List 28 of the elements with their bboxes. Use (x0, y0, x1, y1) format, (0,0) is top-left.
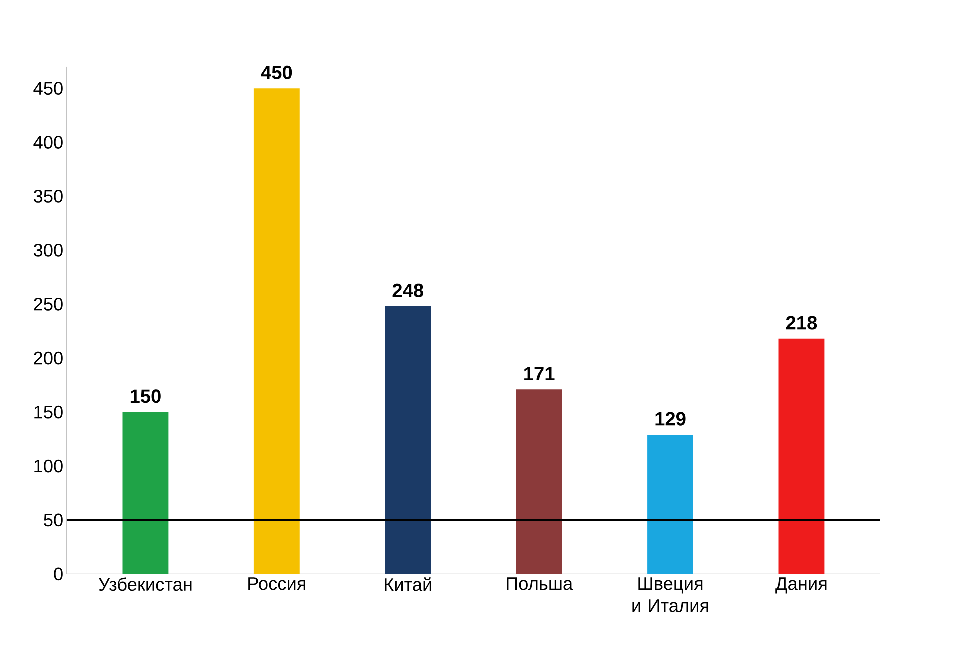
data-label: 248 (392, 284, 424, 298)
bar (254, 88, 300, 574)
y-tick-label: 50 (44, 514, 63, 527)
bar (648, 435, 694, 574)
x-tick-label: Россия (248, 578, 306, 590)
y-tick-label: 300 (34, 244, 63, 257)
y-tick-label: 150 (34, 406, 63, 419)
bar (516, 390, 562, 574)
bar (385, 306, 432, 574)
x-tick-label: Швеция и Италия (632, 578, 708, 612)
bar (122, 412, 169, 574)
y-tick-label: 0 (54, 568, 63, 581)
x-tick-label: Дания (776, 578, 827, 594)
y-tick-label: 250 (34, 298, 63, 311)
x-tick-label: Польша (507, 578, 574, 590)
y-tick-label: 400 (34, 136, 63, 150)
x-tick-label: Китай (385, 578, 432, 592)
data-label: 450 (261, 66, 292, 80)
y-tick-label: 450 (34, 82, 63, 96)
data-label: 129 (656, 412, 686, 426)
y-tick-label: 100 (34, 460, 63, 473)
data-label: 218 (786, 316, 818, 330)
data-label: 171 (524, 367, 555, 381)
x-tick-label: Узбекистан (98, 578, 192, 592)
y-tick-label: 200 (34, 352, 63, 365)
data-label: 150 (130, 390, 161, 404)
bar (778, 338, 825, 574)
y-tick-label: 350 (34, 190, 63, 203)
